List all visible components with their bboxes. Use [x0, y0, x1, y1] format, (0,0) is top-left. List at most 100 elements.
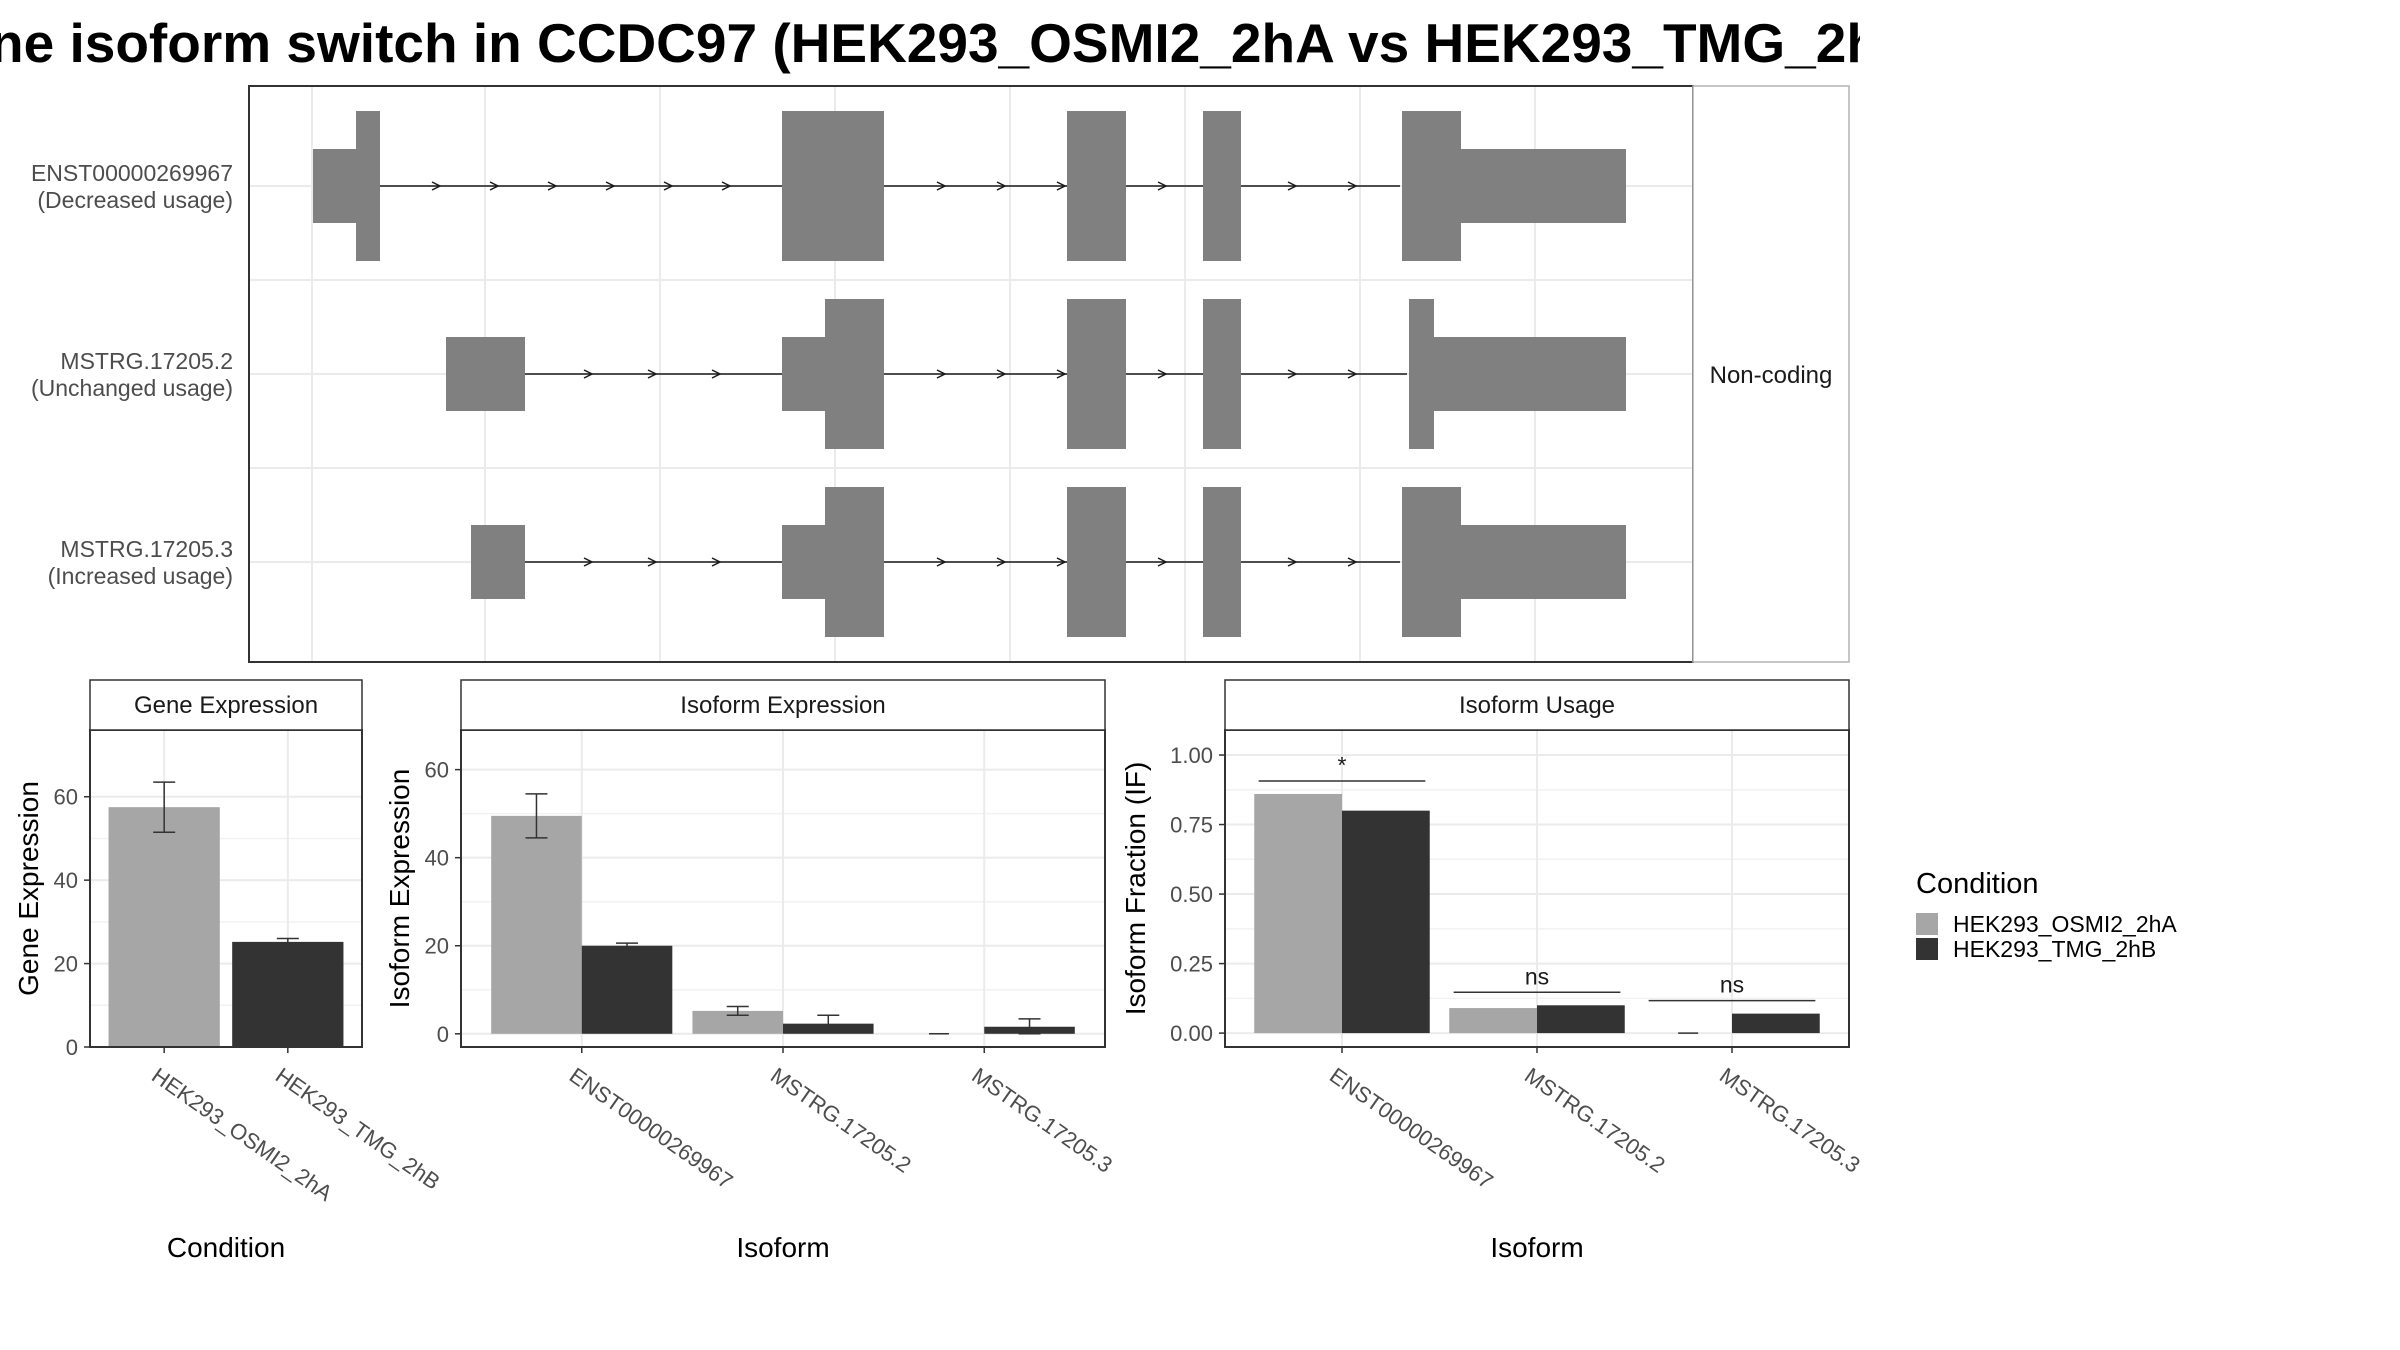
- intron-arrow: [663, 181, 674, 191]
- track-label: MSTRG.17205.3: [60, 536, 233, 562]
- facet-strip: [1692, 85, 1850, 663]
- x-axis-label: Isoform: [736, 1232, 829, 1263]
- y-tick-label: 40: [425, 846, 449, 871]
- y-tick-label: 0.00: [1170, 1021, 1213, 1046]
- bar: [1342, 810, 1430, 1034]
- panel-title: Isoform Expression: [680, 692, 885, 719]
- exon-block: [1434, 337, 1626, 411]
- error-bar-group: [1018, 1018, 1041, 1035]
- page-title: ne isoform switch in CCDC97 (HEK293_OSMI…: [0, 12, 1860, 74]
- intron-arrow: [1287, 181, 1298, 191]
- error-bar-group: [153, 781, 176, 833]
- y-tick-label: 1.00: [1170, 743, 1213, 768]
- intron-arrow: [1157, 557, 1168, 567]
- track-label: ENST00000269967: [31, 160, 233, 186]
- exon-block: [782, 337, 825, 411]
- exon-block: [782, 111, 884, 261]
- facet-strip: [1224, 679, 1850, 731]
- facet-label: Non-coding: [1710, 362, 1833, 389]
- bar-panel: Isoform Expression 0 20 40 60 Isoform Express…: [384, 679, 1117, 1263]
- bar: [581, 945, 673, 1034]
- legend-swatch: [1916, 938, 1938, 960]
- intron-arrow: [996, 369, 1007, 379]
- exon-block: [782, 525, 825, 599]
- legend-title: Condition: [1916, 868, 2039, 900]
- significance-label: ns: [1525, 963, 1549, 989]
- x-axis-label: Condition: [167, 1232, 285, 1263]
- intron-arrow: [711, 369, 722, 379]
- transcript-track: [446, 299, 1626, 449]
- exon-block: [1402, 487, 1461, 637]
- intron-arrow: [431, 181, 442, 191]
- y-tick-label: 60: [425, 758, 449, 783]
- y-tick-label: 0.50: [1170, 882, 1213, 907]
- intron-arrow: [1347, 181, 1358, 191]
- intron-arrow: [711, 557, 722, 567]
- x-tick-label: MSTRG.17205.3: [967, 1063, 1117, 1178]
- exon-block: [825, 299, 884, 449]
- transcript-track: [471, 487, 1626, 637]
- bar: [1537, 1005, 1625, 1034]
- intron-arrow: [721, 181, 732, 191]
- x-axis-label: Isoform: [1490, 1232, 1583, 1263]
- intron-arrow: [647, 369, 658, 379]
- x-tick-label: ENST00000269967: [1325, 1063, 1498, 1194]
- exon-block: [471, 525, 525, 599]
- significance-label: ns: [1720, 972, 1744, 998]
- intron-arrow: [1347, 369, 1358, 379]
- intron-arrow: [936, 369, 947, 379]
- y-tick-label: 20: [425, 934, 449, 959]
- intron-arrow: [489, 181, 500, 191]
- bar: [491, 815, 582, 1034]
- y-tick-label: 0: [437, 1022, 449, 1047]
- error-bar-group: [276, 937, 299, 946]
- track-label: MSTRG.17205.2: [60, 348, 233, 374]
- intron-arrow: [996, 181, 1007, 191]
- bar: [108, 807, 220, 1047]
- track-usage-label: (Unchanged usage): [31, 375, 233, 401]
- bar: [1732, 1013, 1820, 1034]
- intron-arrow: [1056, 369, 1067, 379]
- facet-strip: [460, 679, 1106, 731]
- exon-block: [1203, 299, 1241, 449]
- error-bar-group: [525, 793, 548, 839]
- transcript-structure-panel: Non-coding ENST00000269967(Decreased usag…: [31, 85, 1850, 663]
- transcript-track: [313, 111, 1626, 261]
- track-usage-label: (Increased usage): [48, 563, 233, 589]
- intron-arrow: [1347, 557, 1358, 567]
- error-bar-group: [817, 1014, 840, 1033]
- exon-block: [446, 337, 525, 411]
- exon-block: [1203, 487, 1241, 637]
- y-tick-label: 60: [54, 785, 78, 810]
- intron-arrow: [936, 557, 947, 567]
- exon-block: [825, 487, 884, 637]
- intron-arrow: [1157, 369, 1168, 379]
- y-tick-label: 0: [66, 1035, 78, 1060]
- exon-block: [1409, 299, 1434, 449]
- y-axis-label: Isoform Fraction (IF): [1120, 762, 1151, 1016]
- intron-arrow: [1056, 557, 1067, 567]
- exon-block: [1067, 299, 1126, 449]
- intron-arrow: [583, 557, 594, 567]
- intron-arrow: [1287, 557, 1298, 567]
- y-axis-label: Gene Expression: [13, 781, 44, 996]
- intron-arrow: [936, 181, 947, 191]
- intron-arrow: [1056, 181, 1067, 191]
- intron-arrow: [583, 369, 594, 379]
- y-axis-label: Isoform Expression: [384, 769, 415, 1009]
- exon-block: [1203, 111, 1241, 261]
- legend-label: HEK293_TMG_2hB: [1953, 936, 2156, 962]
- intron-arrow: [547, 181, 558, 191]
- x-tick-label: MSTRG.17205.3: [1715, 1063, 1865, 1178]
- legend-label: HEK293_OSMI2_2hA: [1953, 911, 2177, 937]
- exon-block: [1067, 487, 1126, 637]
- intron-arrow: [1287, 369, 1298, 379]
- error-bar-group: [726, 1005, 749, 1017]
- error-bar-group: [616, 942, 639, 950]
- bar: [1449, 1008, 1537, 1034]
